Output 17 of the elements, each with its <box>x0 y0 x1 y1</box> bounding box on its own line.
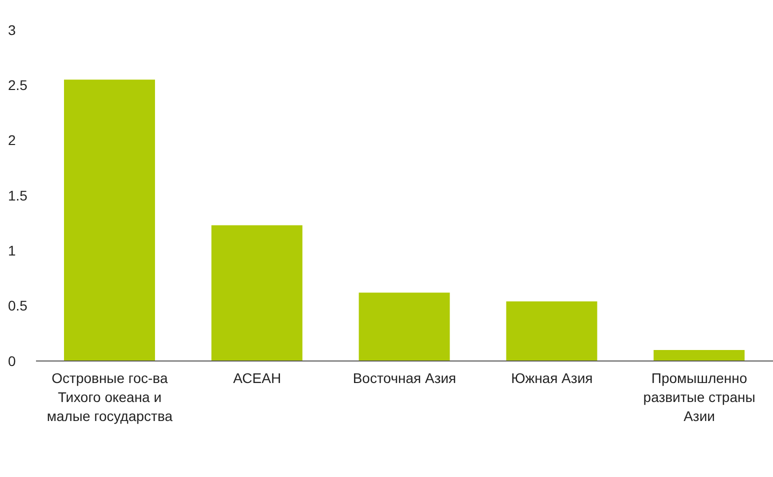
x-tick-label: Островные гос-ва Тихого океана и малые государства <box>46 370 173 424</box>
bar <box>211 225 302 361</box>
x-tick-label: Южная Азия <box>511 370 593 386</box>
x-tick-label: Восточная Азия <box>352 370 456 386</box>
x-tick-label: Промышленно развитые страны Азии <box>643 370 756 424</box>
y-tick-label: 3 <box>8 22 16 38</box>
bar <box>654 350 745 361</box>
y-tick-label: 0 <box>8 352 16 369</box>
bar <box>64 80 156 361</box>
bar <box>358 292 450 361</box>
x-tick-label: АСЕАН <box>233 370 282 386</box>
y-tick-label: 0.5 <box>8 298 28 314</box>
y-tick-label: 2.5 <box>8 77 28 94</box>
y-tick-label: 2 <box>8 132 16 148</box>
y-tick-label: 1.5 <box>8 187 28 204</box>
y-tick-label: 1 <box>8 242 16 259</box>
bar <box>506 301 598 361</box>
